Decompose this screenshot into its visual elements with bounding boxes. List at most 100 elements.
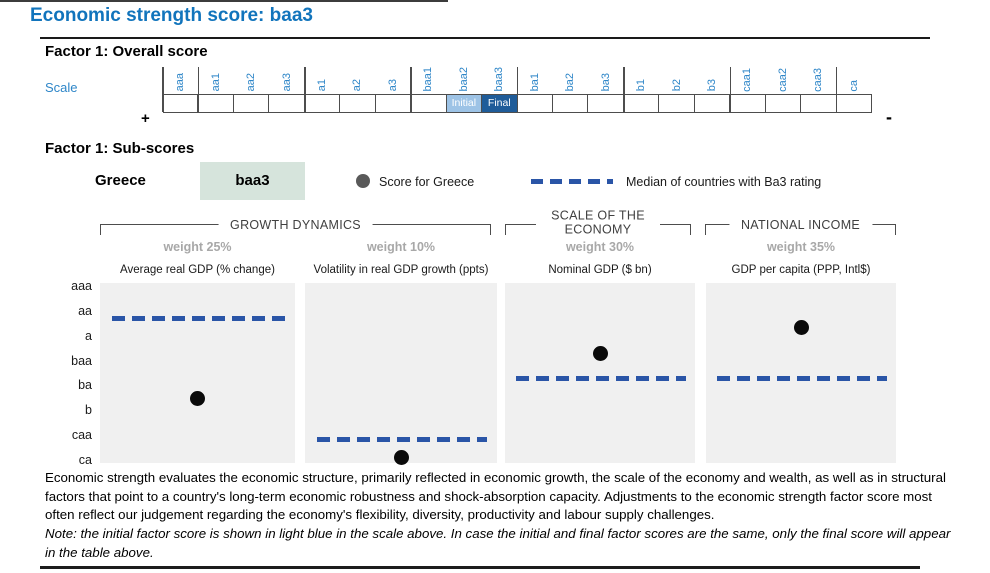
greece-score-dot xyxy=(592,346,608,362)
scale-box-b3 xyxy=(694,94,731,114)
scale-cell-a3: a3 xyxy=(375,67,412,114)
median-line xyxy=(717,376,887,382)
scale-rating-label: b2 xyxy=(670,79,683,92)
group-title-national-income: NATIONAL INCOME xyxy=(728,218,873,232)
scale-rating-label: ba2 xyxy=(564,73,577,92)
scale-box-caa3 xyxy=(801,94,837,114)
scale-cell-caa3: caa3 xyxy=(801,67,837,114)
scale-cell-aa3: aa3 xyxy=(269,67,305,114)
scale-rating-label: b1 xyxy=(635,79,648,92)
initial-score-marker: Initial xyxy=(446,94,483,114)
chart-panel-2 xyxy=(305,283,497,465)
subscores-heading: Factor 1: Sub-scores xyxy=(45,140,195,157)
scale-box-a2 xyxy=(340,94,376,114)
bottom-double-rule xyxy=(40,565,920,569)
scale-box-caa1 xyxy=(730,94,766,114)
scale-box-aa1 xyxy=(198,94,234,114)
scale-cell-baa3: baa3 Final xyxy=(482,67,518,114)
chart-title: Volatility in real GDP growth (ppts) xyxy=(313,264,489,276)
chart-panel-3 xyxy=(505,283,695,463)
scale-box-aa3 xyxy=(269,94,305,114)
scale-cell-aa1: aa1 xyxy=(197,67,234,114)
scale-cell-a2: a2 xyxy=(340,67,376,114)
scale-box-a3 xyxy=(375,94,412,114)
scale-box-a1 xyxy=(304,94,341,114)
scale-box-baa1 xyxy=(411,94,447,114)
y-axis-label-baa: baa xyxy=(71,353,92,368)
scale-box-aa2 xyxy=(233,94,270,114)
scale-box-b2 xyxy=(659,94,695,114)
scale-cell-aaa: aaa xyxy=(162,67,199,114)
group-bracket-scale-of-economy: SCALE OF THE ECONOMY xyxy=(505,208,691,238)
greece-score-dot xyxy=(793,320,809,336)
country-name: Greece xyxy=(95,172,146,189)
scale-box-ba3 xyxy=(588,94,624,114)
final-score-marker: Final xyxy=(482,94,518,114)
note-text: Note: the initial factor score is shown … xyxy=(45,526,951,560)
scale-cell-a1: a1 xyxy=(304,67,341,114)
scale-cell-baa2: baa2 Initial xyxy=(446,67,483,114)
score-legend-label: Score for Greece xyxy=(379,175,475,189)
group-bracket-national-income: NATIONAL INCOME xyxy=(705,218,896,235)
country-score-badge: baa3 xyxy=(200,162,305,200)
scale-rating-label: caa2 xyxy=(776,67,789,92)
scale-box-b1 xyxy=(623,94,660,114)
scale-cell-caa2: caa2 xyxy=(765,67,802,114)
scale-rating-label: aa1 xyxy=(209,73,222,92)
group-bracket-growth-dynamics: GROWTH DYNAMICS xyxy=(100,218,491,235)
scale-minus-sign: - xyxy=(886,107,892,127)
scale-rating-label: ca xyxy=(847,79,860,92)
scale-rating-label: aa2 xyxy=(245,73,258,92)
scale-box-ba1 xyxy=(517,94,553,114)
scale-rating-label: ba3 xyxy=(599,73,612,92)
top-edge-rule xyxy=(0,0,448,2)
scale-rating-label: ba1 xyxy=(528,73,541,92)
y-axis-label-ca: ca xyxy=(78,452,92,467)
scale-rating-label: a3 xyxy=(386,79,399,92)
rating-y-axis: aaa aa a baa ba b caa ca xyxy=(0,279,96,467)
median-legend-dash-icon xyxy=(531,179,613,184)
scale-cell-ba1: ba1 xyxy=(516,67,553,114)
scale-label: Scale xyxy=(45,80,78,95)
scale-rating-label: a1 xyxy=(316,79,329,92)
y-axis-label-aa: aa xyxy=(78,303,92,318)
scale-rating-label: caa3 xyxy=(812,67,825,92)
scale-plus-sign: + xyxy=(141,110,150,127)
scale-box-ca xyxy=(836,94,873,114)
chart-title: Average real GDP (% change) xyxy=(120,264,275,276)
y-axis-label-caa: caa xyxy=(71,428,92,443)
scale-box-aaa xyxy=(163,94,199,114)
greece-score-dot xyxy=(393,449,409,465)
scale-cell-ba3: ba3 xyxy=(588,67,624,114)
median-line xyxy=(516,376,686,382)
scale-cell-aa2: aa2 xyxy=(233,67,270,114)
chart-panel-4 xyxy=(706,283,896,463)
y-axis-label-ba: ba xyxy=(78,378,92,393)
description-text: Economic strength evaluates the economic… xyxy=(45,470,946,523)
page-title: Economic strength score: baa3 xyxy=(30,5,313,26)
scale-cell-caa1: caa1 xyxy=(729,67,766,114)
weight-label: weight 10% xyxy=(366,240,436,254)
scale-cell-b3: b3 xyxy=(694,67,731,114)
y-axis-label-a: a xyxy=(85,328,92,343)
median-line xyxy=(111,315,286,321)
group-title-growth-dynamics: GROWTH DYNAMICS xyxy=(218,218,373,232)
weight-label: weight 25% xyxy=(163,240,232,254)
scale-box-ba2 xyxy=(552,94,589,114)
rating-scale: aaa aa1 aa2 aa3 a1 a2 a3 baa1 baa2 Initial baa3 Fin… xyxy=(162,67,873,114)
median-line xyxy=(316,436,488,442)
chart-title: GDP per capita (PPP, Intl$) xyxy=(731,264,871,276)
weight-label: weight 35% xyxy=(766,240,836,254)
title-rule xyxy=(40,37,930,39)
scale-rating-label: aaa xyxy=(174,73,187,92)
chart-panel-1 xyxy=(100,283,295,463)
scale-rating-label: b3 xyxy=(706,79,719,92)
overall-score-heading: Factor 1: Overall score xyxy=(45,43,208,60)
group-title-scale-of-economy: SCALE OF THE ECONOMY xyxy=(536,208,660,238)
score-legend-dot-icon xyxy=(356,174,370,188)
scale-cell-baa1: baa1 xyxy=(410,67,447,114)
scale-box-caa2 xyxy=(765,94,802,114)
scale-rating-label: aa3 xyxy=(280,73,293,92)
greece-score-dot xyxy=(190,390,205,406)
